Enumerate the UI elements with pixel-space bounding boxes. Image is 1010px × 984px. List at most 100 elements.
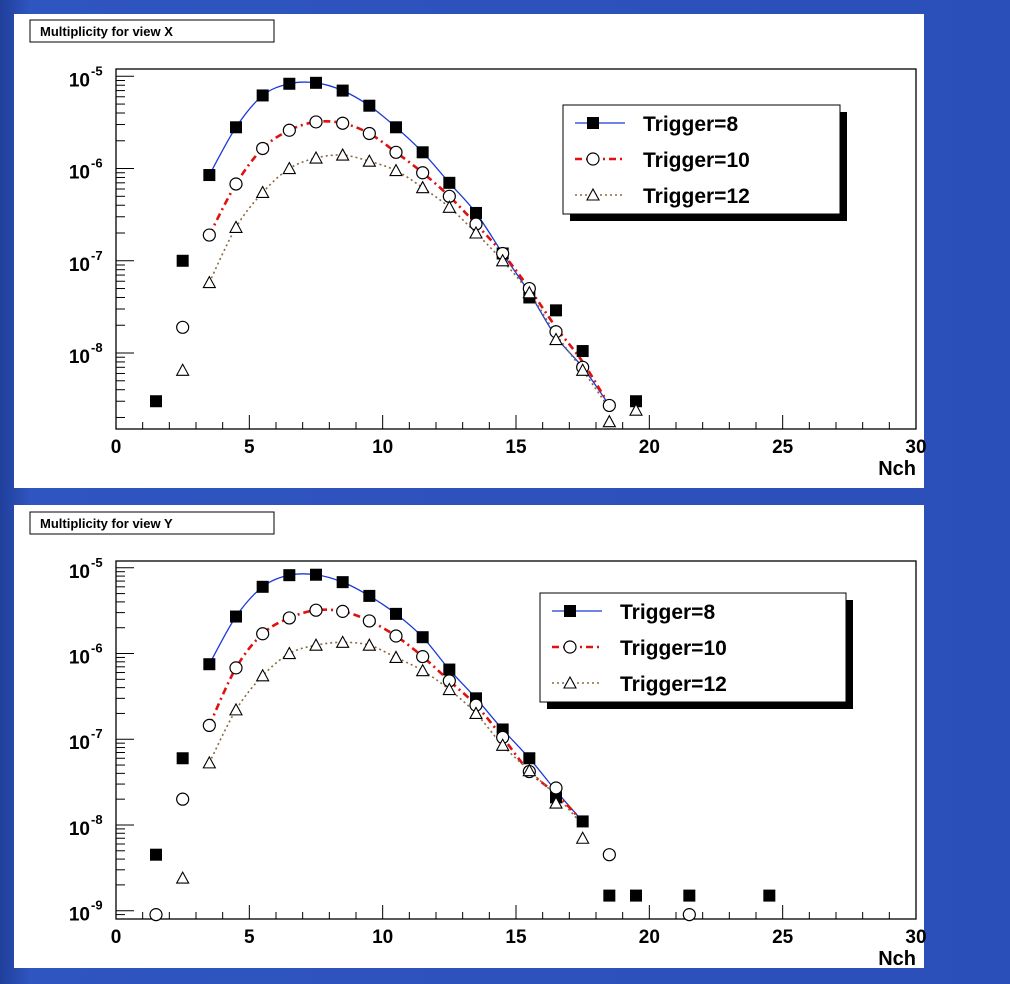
data-point xyxy=(683,890,695,902)
data-point xyxy=(763,890,775,902)
data-point xyxy=(310,569,322,581)
x-tick-label: 0 xyxy=(111,927,122,948)
data-point xyxy=(257,628,269,640)
data-point xyxy=(417,651,429,663)
y-tick-label: 10 xyxy=(69,648,90,669)
y-tick-exponent: -5 xyxy=(91,63,103,78)
data-point xyxy=(550,782,562,794)
y-tick-label: 10 xyxy=(69,562,90,583)
data-point xyxy=(177,255,189,267)
data-point xyxy=(363,590,375,602)
x-tick-label: 30 xyxy=(905,927,926,948)
data-point xyxy=(683,909,695,921)
data-point xyxy=(177,793,189,805)
data-point xyxy=(257,142,269,154)
y-tick-label: 10 xyxy=(69,70,90,91)
y-tick-label: 10 xyxy=(69,733,90,754)
data-point xyxy=(390,608,402,620)
data-point xyxy=(283,78,295,90)
data-point xyxy=(577,345,589,357)
y-tick-label: 10 xyxy=(69,347,90,368)
y-tick-exponent: -6 xyxy=(91,641,103,656)
data-point xyxy=(417,631,429,643)
data-point xyxy=(363,100,375,112)
data-point xyxy=(603,890,615,902)
legend-label: Trigger=10 xyxy=(643,149,750,172)
data-point xyxy=(230,178,242,190)
x-tick-label: 30 xyxy=(905,437,926,458)
data-point xyxy=(257,89,269,101)
data-point xyxy=(203,719,215,731)
y-tick-label: 10 xyxy=(69,819,90,840)
legend-label: Trigger=12 xyxy=(643,185,750,208)
x-tick-label: 5 xyxy=(244,927,255,948)
data-point xyxy=(417,146,429,158)
data-point xyxy=(390,146,402,158)
data-point xyxy=(230,121,242,133)
data-point xyxy=(203,658,215,670)
data-point xyxy=(603,399,615,411)
data-point xyxy=(337,85,349,97)
data-point xyxy=(310,604,322,616)
data-point xyxy=(363,127,375,139)
legend-marker xyxy=(587,117,599,129)
data-point xyxy=(310,77,322,89)
data-point xyxy=(443,177,455,189)
data-point xyxy=(310,116,322,128)
legend: Trigger=8Trigger=10Trigger=12 xyxy=(540,593,853,709)
legend-label: Trigger=8 xyxy=(643,113,738,136)
data-point xyxy=(523,752,535,764)
x-tick-label: 15 xyxy=(505,437,527,458)
x-tick-label: 10 xyxy=(372,927,393,948)
chart-title: Multiplicity for view Y xyxy=(40,516,173,531)
y-tick-label: 10 xyxy=(69,163,90,184)
data-point xyxy=(337,117,349,129)
legend-label: Trigger=10 xyxy=(620,637,727,660)
data-point xyxy=(177,321,189,333)
data-point xyxy=(390,121,402,133)
data-point xyxy=(203,169,215,181)
pad-background xyxy=(14,14,924,488)
x-tick-label: 20 xyxy=(639,437,660,458)
data-point xyxy=(203,229,215,241)
legend-label: Trigger=8 xyxy=(620,601,715,624)
data-point xyxy=(150,849,162,861)
data-point xyxy=(337,576,349,588)
legend-marker xyxy=(587,153,599,165)
y-tick-exponent: -9 xyxy=(91,898,103,913)
data-point xyxy=(257,581,269,593)
y-tick-label: 10 xyxy=(69,905,90,926)
data-point xyxy=(150,395,162,407)
y-tick-label: 10 xyxy=(69,255,90,276)
data-point xyxy=(177,752,189,764)
x-axis-title: Nch xyxy=(878,948,916,970)
data-point xyxy=(577,815,589,827)
data-point xyxy=(443,664,455,676)
x-tick-label: 25 xyxy=(772,437,794,458)
data-point xyxy=(363,615,375,627)
x-tick-label: 20 xyxy=(639,927,660,948)
data-point xyxy=(337,605,349,617)
y-tick-exponent: -7 xyxy=(91,726,103,741)
data-point xyxy=(283,569,295,581)
data-point xyxy=(390,630,402,642)
legend-marker xyxy=(564,605,576,617)
y-tick-exponent: -8 xyxy=(91,340,103,355)
y-tick-exponent: -8 xyxy=(91,812,103,827)
data-point xyxy=(603,849,615,861)
x-tick-label: 10 xyxy=(372,437,393,458)
legend-marker xyxy=(564,641,576,653)
data-point xyxy=(630,890,642,902)
data-point xyxy=(283,124,295,136)
data-point xyxy=(550,304,562,316)
chart-title: Multiplicity for view X xyxy=(40,24,173,39)
data-point xyxy=(470,207,482,219)
y-tick-exponent: -7 xyxy=(91,248,103,263)
x-axis-title: Nch xyxy=(878,458,916,480)
y-tick-exponent: -6 xyxy=(91,156,103,171)
legend: Trigger=8 Trigger=10 Trigger=12 xyxy=(563,105,847,221)
pad-background xyxy=(14,505,924,968)
